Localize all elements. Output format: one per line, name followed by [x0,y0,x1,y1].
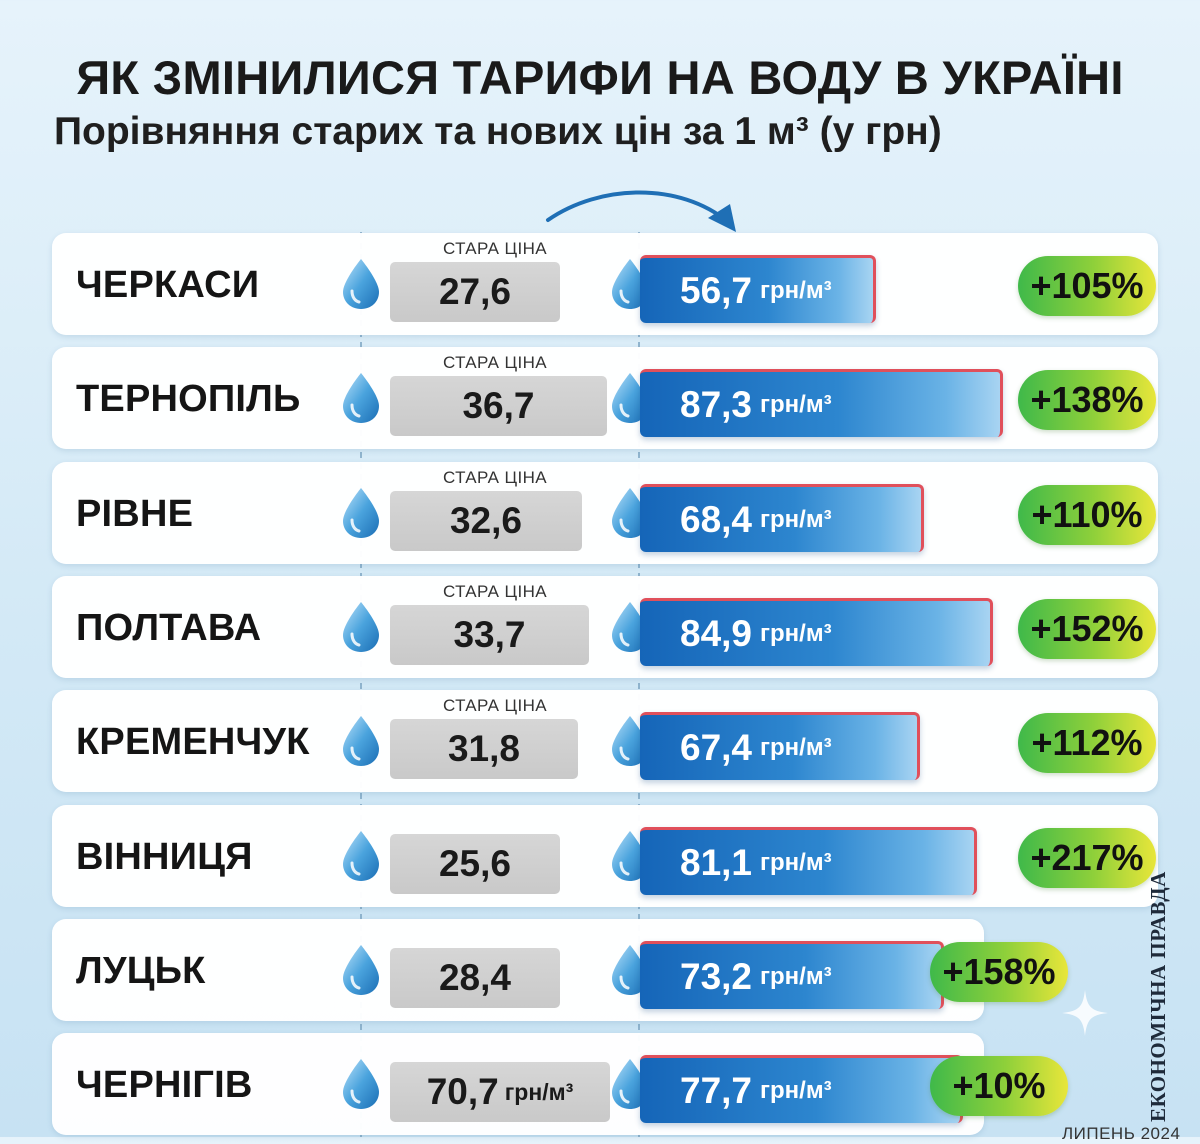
old-price-value: 32,6 [390,491,582,551]
city-name: ВІННИЦЯ [76,836,253,878]
publication-date: ЛИПЕНЬ 2024 [1062,1124,1181,1143]
water-drop-icon [608,371,652,425]
old-price-value: 36,7 [390,376,607,436]
new-price-unit: грн/м³ [760,619,832,647]
old-price-number: 31,8 [447,728,520,769]
water-drop-icon [339,943,383,997]
water-drop-icon [608,943,652,997]
new-price-number: 81,1 [680,841,753,883]
change-badge: +152% [1018,599,1156,659]
city-name: ТЕРНОПІЛЬ [76,378,301,420]
city-name: РІВНЕ [76,493,194,535]
new-price-number: 84,9 [680,612,753,654]
old-price-label: СТАРА ЦІНА [442,239,548,258]
divider-line-old [360,232,362,1137]
new-price-number: 87,3 [680,383,753,425]
new-price-number: 73,2 [680,955,753,997]
water-drop-icon [608,829,652,883]
water-drop-icon [608,600,652,654]
new-price-number: 56,7 [680,269,753,311]
water-drop-icon [339,829,383,883]
table-row [52,462,1158,564]
divider-line-new [638,232,640,1137]
old-price-value: 31,8 [390,719,578,779]
new-price-bar: 84,9 грн/м³ [640,598,993,666]
new-price-bar: 68,4 грн/м³ [640,484,924,552]
city-name: ЛУЦЬК [76,950,206,992]
old-price-number: 27,6 [438,271,511,312]
page-title: ЯК ЗМІНИЛИСЯ ТАРИФИ НА ВОДУ В УКРАЇНІ [76,51,1124,104]
change-badge: +105% [1018,256,1156,316]
old-price-label: СТАРА ЦІНА [442,582,548,601]
change-badge: +158% [930,942,1068,1002]
new-price-unit: грн/м³ [760,848,832,876]
new-price-bar: 81,1 грн/м³ [640,827,977,895]
water-drop-icon [339,486,383,540]
old-price-unit: грн/м³ [504,1078,574,1105]
table-row [52,233,1158,335]
new-price-unit: грн/м³ [760,505,832,533]
old-price-value: 27,6 [390,262,560,322]
water-drop-icon [608,486,652,540]
new-price-unit: грн/м³ [760,733,832,761]
new-price-unit: грн/м³ [760,962,832,990]
old-price-number: 32,6 [449,500,522,541]
new-price-number: 67,4 [680,726,753,768]
water-drop-icon [608,714,652,768]
change-badge: +138% [1018,370,1156,430]
new-price-bar: 77,7 грн/м³ [640,1055,963,1123]
old-price-label: СТАРА ЦІНА [442,468,548,487]
water-drop-icon [339,600,383,654]
old-price-number: 36,7 [462,385,535,426]
old-price-value: 70,7 грн/м³ [390,1062,610,1122]
brand-logo-text: ЕКОНОМІЧНА ПРАВДА [1146,871,1170,1122]
old-price-number: 70,7 [426,1071,499,1112]
city-name: ЧЕРКАСИ [76,264,260,306]
page-subtitle: Порівняння старих та нових цін за 1 м³ (… [54,110,942,153]
sparkle-icon [1062,990,1108,1036]
old-price-number: 28,4 [438,957,511,998]
old-price-value: 25,6 [390,834,560,894]
change-badge: +110% [1018,485,1156,545]
new-price-bar: 67,4 грн/м³ [640,712,920,780]
water-drop-icon [339,1057,383,1111]
city-name: ПОЛТАВА [76,607,262,649]
water-drop-icon [339,257,383,311]
new-price-bar: 56,7 грн/м³ [640,255,876,323]
new-price-unit: грн/м³ [760,1076,832,1104]
water-drop-icon [608,1057,652,1111]
curved-arrow-icon [546,190,736,232]
old-price-value: 28,4 [390,948,560,1008]
new-price-bar: 73,2 грн/м³ [640,941,944,1009]
water-drop-icon [339,714,383,768]
old-price-label: СТАРА ЦІНА [442,696,548,715]
old-price-number: 25,6 [438,843,511,884]
new-price-bar: 87,3 грн/м³ [640,369,1003,437]
city-name: ЧЕРНІГІВ [76,1064,253,1106]
change-badge: +217% [1018,828,1156,888]
new-price-number: 77,7 [680,1069,753,1111]
table-row [52,690,1158,792]
change-badge: +112% [1018,713,1156,773]
new-price-unit: грн/м³ [760,390,832,418]
city-name: КРЕМЕНЧУК [76,721,310,763]
new-price-number: 68,4 [680,498,753,540]
water-drop-icon [339,371,383,425]
water-drop-icon [608,257,652,311]
change-badge: +10% [930,1056,1068,1116]
new-price-unit: грн/м³ [760,276,832,304]
old-price-label: СТАРА ЦІНА [442,353,548,372]
old-price-number: 33,7 [453,614,526,655]
old-price-value: 33,7 [390,605,589,665]
